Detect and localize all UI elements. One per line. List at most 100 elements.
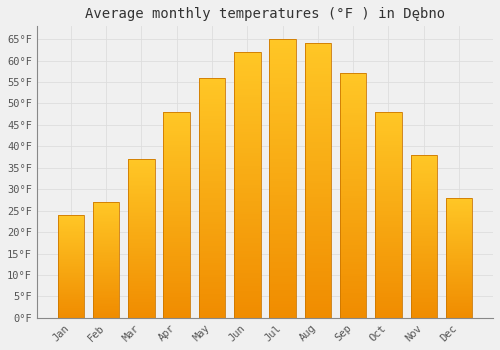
Bar bbox=[340, 208, 366, 210]
Bar bbox=[93, 274, 120, 275]
Bar bbox=[93, 239, 120, 240]
Bar bbox=[234, 57, 260, 60]
Bar bbox=[340, 178, 366, 181]
Bar bbox=[58, 308, 84, 309]
Bar bbox=[375, 194, 402, 196]
Bar bbox=[446, 203, 472, 204]
Bar bbox=[375, 118, 402, 120]
Bar bbox=[304, 161, 331, 164]
Bar bbox=[58, 284, 84, 285]
Bar bbox=[128, 169, 154, 170]
Bar bbox=[58, 311, 84, 312]
Bar bbox=[58, 262, 84, 263]
Bar bbox=[270, 137, 296, 140]
Bar bbox=[234, 134, 260, 137]
Bar bbox=[375, 145, 402, 147]
Bar bbox=[375, 291, 402, 293]
Bar bbox=[198, 142, 225, 145]
Bar bbox=[410, 231, 437, 233]
Bar bbox=[340, 105, 366, 108]
Bar bbox=[446, 313, 472, 314]
Bar bbox=[128, 240, 154, 242]
Bar bbox=[128, 273, 154, 275]
Bar bbox=[446, 200, 472, 201]
Bar bbox=[58, 234, 84, 236]
Bar bbox=[304, 222, 331, 225]
Bar bbox=[198, 188, 225, 191]
Bar bbox=[93, 205, 120, 207]
Bar bbox=[340, 240, 366, 242]
Bar bbox=[340, 296, 366, 298]
Bar bbox=[340, 96, 366, 98]
Bar bbox=[128, 161, 154, 162]
Bar bbox=[304, 118, 331, 120]
Bar bbox=[128, 237, 154, 239]
Bar bbox=[164, 192, 190, 194]
Bar bbox=[375, 211, 402, 213]
Bar bbox=[198, 195, 225, 198]
Bar bbox=[128, 307, 154, 308]
Bar bbox=[58, 215, 84, 216]
Bar bbox=[93, 233, 120, 235]
Bar bbox=[270, 304, 296, 307]
Bar bbox=[446, 303, 472, 304]
Bar bbox=[375, 163, 402, 166]
Bar bbox=[446, 217, 472, 218]
Bar bbox=[128, 286, 154, 288]
Bar bbox=[304, 315, 331, 318]
Bar bbox=[198, 78, 225, 80]
Bar bbox=[270, 72, 296, 75]
Bar bbox=[128, 226, 154, 228]
Bar bbox=[198, 147, 225, 150]
Bar bbox=[198, 78, 225, 318]
Bar bbox=[58, 229, 84, 230]
Bar bbox=[93, 203, 120, 204]
Bar bbox=[58, 296, 84, 297]
Bar bbox=[304, 211, 331, 214]
Bar bbox=[446, 234, 472, 235]
Bar bbox=[340, 142, 366, 144]
Bar bbox=[270, 217, 296, 220]
Bar bbox=[270, 276, 296, 279]
Bar bbox=[164, 312, 190, 314]
Bar bbox=[58, 218, 84, 219]
Bar bbox=[164, 244, 190, 246]
Bar bbox=[446, 284, 472, 286]
Bar bbox=[410, 163, 437, 165]
Bar bbox=[198, 229, 225, 231]
Bar bbox=[164, 238, 190, 240]
Bar bbox=[198, 119, 225, 121]
Bar bbox=[446, 312, 472, 313]
Bar bbox=[93, 224, 120, 225]
Bar bbox=[93, 306, 120, 307]
Bar bbox=[340, 76, 366, 78]
Bar bbox=[304, 230, 331, 233]
Bar bbox=[304, 148, 331, 150]
Bar bbox=[93, 272, 120, 273]
Bar bbox=[446, 315, 472, 317]
Bar bbox=[410, 225, 437, 226]
Bar bbox=[93, 230, 120, 231]
Bar bbox=[304, 131, 331, 134]
Bar bbox=[446, 223, 472, 224]
Bar bbox=[446, 219, 472, 220]
Bar bbox=[375, 258, 402, 260]
Bar bbox=[270, 48, 296, 50]
Bar bbox=[58, 238, 84, 239]
Bar bbox=[164, 151, 190, 153]
Bar bbox=[375, 283, 402, 285]
Bar bbox=[410, 243, 437, 245]
Bar bbox=[375, 155, 402, 157]
Bar bbox=[128, 251, 154, 253]
Bar bbox=[128, 207, 154, 208]
Bar bbox=[234, 206, 260, 209]
Bar bbox=[93, 211, 120, 212]
Bar bbox=[234, 150, 260, 153]
Bar bbox=[234, 304, 260, 307]
Bar bbox=[234, 145, 260, 148]
Bar bbox=[410, 155, 437, 156]
Bar bbox=[93, 294, 120, 295]
Bar bbox=[304, 208, 331, 211]
Bar bbox=[164, 157, 190, 159]
Bar bbox=[410, 188, 437, 189]
